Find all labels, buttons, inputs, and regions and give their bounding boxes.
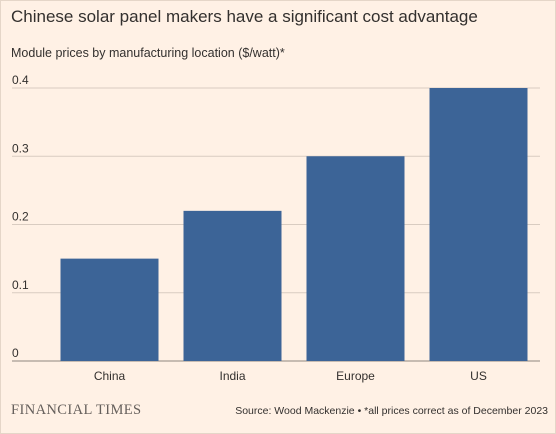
tick-labels: 0 0.1 0.2 0.3 0.4 China India Europe US bbox=[12, 73, 487, 383]
chart-subtitle: Module prices by manufacturing location … bbox=[11, 46, 285, 60]
x-tick-label: US bbox=[470, 369, 487, 383]
bars bbox=[60, 88, 528, 361]
x-tick-label: Europe bbox=[336, 369, 375, 383]
source-note: Source: Wood Mackenzie • *all prices cor… bbox=[235, 405, 548, 417]
chart-title: Chinese solar panel makers have a signif… bbox=[11, 7, 478, 26]
bar-india bbox=[183, 210, 282, 361]
ft-logo-text: FINANCIAL TIMES bbox=[11, 402, 142, 418]
bar-europe bbox=[306, 156, 405, 361]
y-tick-label: 0.3 bbox=[12, 141, 29, 155]
y-tick-label: 0.1 bbox=[12, 278, 29, 292]
bar-chart: 0 0.1 0.2 0.3 0.4 China India Europe US bbox=[12, 73, 540, 383]
bar-us bbox=[429, 88, 528, 361]
y-tick-label: 0.2 bbox=[12, 210, 29, 224]
bar-china bbox=[60, 258, 159, 361]
x-tick-label: China bbox=[94, 369, 126, 383]
y-tick-label: 0 bbox=[12, 346, 19, 360]
x-tick-label: India bbox=[219, 369, 245, 383]
y-tick-label: 0.4 bbox=[12, 73, 29, 87]
